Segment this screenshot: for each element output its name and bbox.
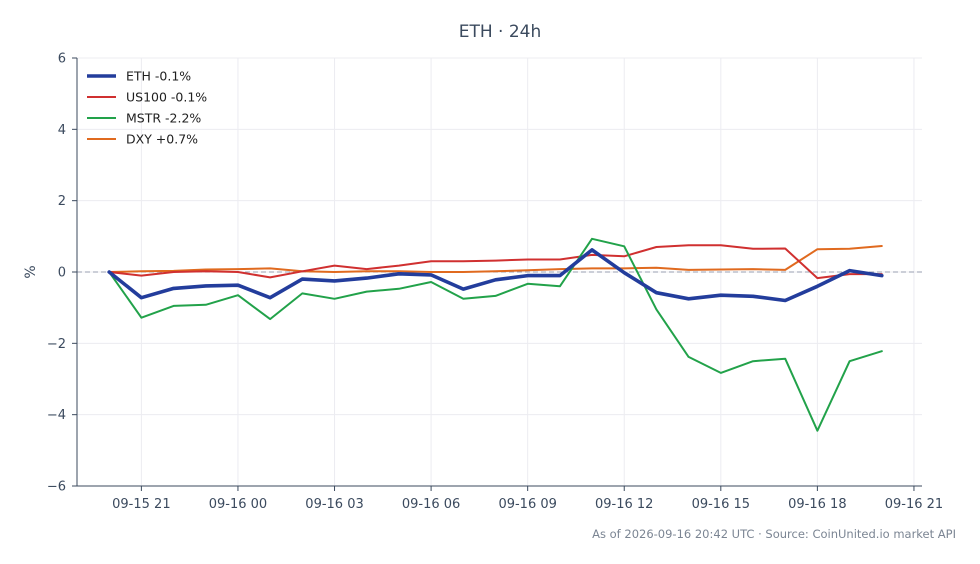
- legend-label: ETH -0.1%: [126, 69, 191, 84]
- x-tick-label: 09-16 12: [595, 497, 653, 512]
- y-axis-label: %: [23, 265, 39, 278]
- x-tick-label: 09-16 15: [692, 497, 750, 512]
- x-axis-ticks: 09-15 21 09-16 00 09-16 03 09-16 06 09-16 09…: [112, 486, 943, 512]
- x-tick-label: 09-16 00: [209, 497, 267, 512]
- y-tick-label: 0: [58, 266, 66, 281]
- legend-label: DXY +0.7%: [126, 132, 198, 147]
- chart-title: ETH · 24h: [459, 22, 542, 42]
- legend-label: US100 -0.1%: [126, 90, 207, 105]
- x-tick-label: 09-15 21: [112, 497, 170, 512]
- series-line-dxy: [108, 245, 883, 273]
- x-tick-label: 09-16 09: [498, 497, 556, 512]
- y-tick-label: −4: [47, 408, 66, 423]
- y-axis-ticks: −6 −4 −2 0 2 4 6: [47, 52, 77, 495]
- y-tick-label: 2: [58, 194, 66, 209]
- x-tick-label: 09-16 18: [788, 497, 846, 512]
- x-tick-label: 09-16 21: [885, 497, 943, 512]
- legend: ETH -0.1% US100 -0.1% MSTR -2.2% DXY +0.7%: [87, 69, 207, 147]
- series-lines: [107, 237, 884, 432]
- legend-label: MSTR -2.2%: [126, 111, 201, 126]
- y-tick-label: 6: [58, 52, 66, 67]
- x-tick-label: 09-16 06: [402, 497, 460, 512]
- y-tick-label: 4: [58, 123, 66, 138]
- series-line-mstr: [108, 237, 883, 432]
- footer-source: As of 2026-09-16 20:42 UTC · Source: Coi…: [592, 527, 956, 541]
- y-tick-label: −2: [47, 337, 66, 352]
- y-tick-label: −6: [47, 480, 66, 495]
- series-line-eth: [107, 248, 884, 303]
- x-tick-label: 09-16 03: [305, 497, 363, 512]
- series-line-us100: [108, 244, 883, 280]
